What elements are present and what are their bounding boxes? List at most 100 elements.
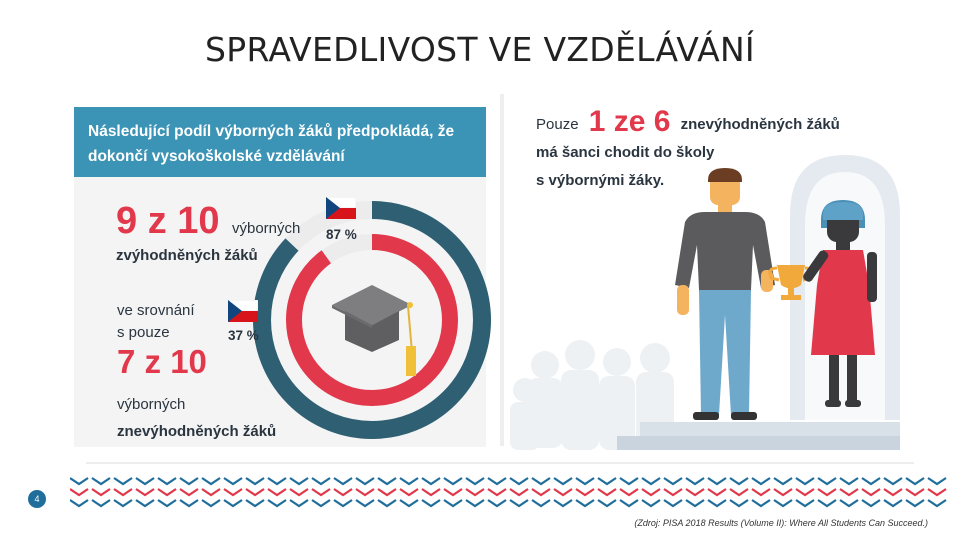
slide-title: SPRAVEDLIVOST VE VZDĚLÁVÁNÍ (205, 30, 755, 69)
right-ratio: 1 ze 6 (588, 105, 671, 138)
chevron-mark (311, 477, 331, 486)
chevron-mark (157, 477, 177, 486)
chevron-mark (795, 499, 815, 508)
chevron-mark (575, 477, 595, 486)
right-line-3-b: . (659, 172, 665, 189)
advantaged-label-1: výborných (232, 220, 301, 237)
chevron-mark (817, 488, 837, 497)
chevron-mark (135, 488, 155, 497)
chevron-mark (70, 488, 89, 497)
chevron-mark (179, 488, 199, 497)
chevron-mark (70, 477, 89, 486)
chevron-mark (531, 488, 551, 497)
left-panel-header: Následující podíl výborných žáků předpok… (74, 107, 486, 177)
chevron-mark (355, 499, 375, 508)
chevron-mark (333, 488, 353, 497)
boy-figure (675, 168, 775, 420)
chevron-mark (861, 488, 881, 497)
chevron-mark (289, 499, 309, 508)
chevron-mark (773, 488, 793, 497)
chevron-mark (91, 499, 111, 508)
chevron-mark (553, 477, 573, 486)
chevron-mark (795, 477, 815, 486)
chevron-mark (839, 499, 859, 508)
chevron-mark (883, 477, 903, 486)
chevron-border-decoration (70, 477, 947, 508)
right-line-3-a: s výbornými žáky (536, 172, 660, 189)
chevron-mark (685, 488, 705, 497)
chevron-mark (619, 477, 639, 486)
chevron-mark (245, 499, 265, 508)
chevron-mark (641, 499, 661, 508)
chevron-mark (465, 488, 485, 497)
chevron-mark (245, 488, 265, 497)
chevron-mark (267, 499, 287, 508)
chevron-mark (377, 477, 397, 486)
chevron-mark (795, 488, 815, 497)
chevron-mark (157, 488, 177, 497)
chevron-mark (905, 477, 925, 486)
chevron-mark (839, 477, 859, 486)
czech-flag-icon (228, 300, 258, 322)
chevron-mark (509, 499, 529, 508)
advantaged-ring (253, 201, 491, 439)
chevron-mark (377, 488, 397, 497)
slide-number: 4 (28, 490, 46, 508)
chevron-mark (509, 477, 529, 486)
chevron-mark (70, 499, 89, 508)
chevron-mark (927, 477, 947, 486)
girl-figure (803, 200, 877, 407)
disadvantaged-percent: 37 % (228, 328, 259, 343)
chevron-mark (707, 499, 727, 508)
chevron-mark (927, 499, 947, 508)
right-line-3: s výbornými žáky. (536, 167, 896, 195)
chevron-mark (619, 488, 639, 497)
chevron-mark (817, 477, 837, 486)
chevron-mark (641, 488, 661, 497)
disadvantaged-label-1: výborných (117, 396, 186, 413)
chevron-mark (201, 477, 221, 486)
chevron-mark (707, 488, 727, 497)
chevron-mark (663, 499, 683, 508)
chevron-mark (839, 488, 859, 497)
source-citation: (Zdroj: PISA 2018 Results (Volume II): W… (634, 518, 928, 528)
chevron-mark (289, 477, 309, 486)
chevron-mark (751, 499, 771, 508)
czech-flag-icon (326, 197, 356, 219)
chevron-mark (729, 477, 749, 486)
chevron-mark (685, 477, 705, 486)
chevron-mark (91, 488, 111, 497)
chevron-mark (135, 477, 155, 486)
chevron-mark (223, 499, 243, 508)
chevron-mark (729, 488, 749, 497)
chevron-mark (553, 488, 573, 497)
chevron-mark (663, 488, 683, 497)
chevron-mark (663, 477, 683, 486)
disadvantaged-prefix-2: s pouze (117, 324, 170, 341)
advantaged-ratio: 9 z 10 (116, 200, 220, 242)
chevron-mark (179, 499, 199, 508)
chevron-mark (553, 499, 573, 508)
chevron-mark (113, 488, 133, 497)
chevron-mark (421, 477, 441, 486)
chevron-mark (399, 477, 419, 486)
advantaged-percent: 87 % (326, 227, 357, 242)
chevron-mark (443, 499, 463, 508)
chevron-mark (575, 488, 595, 497)
chevron-mark (773, 477, 793, 486)
chevron-mark (575, 499, 595, 508)
chevron-mark (487, 488, 507, 497)
chevron-mark (421, 488, 441, 497)
chevron-mark (883, 488, 903, 497)
right-line-2-a: má šanci (536, 144, 601, 161)
chevron-mark (113, 477, 133, 486)
disadvantaged-prefix-1: ve srovnání (117, 302, 195, 319)
chevron-mark (531, 499, 551, 508)
chevron-mark (377, 499, 397, 508)
chevron-mark (289, 488, 309, 497)
chevron-mark (245, 477, 265, 486)
chevron-mark (399, 488, 419, 497)
chevron-mark (399, 499, 419, 508)
chevron-mark (443, 488, 463, 497)
chevron-mark (685, 499, 705, 508)
